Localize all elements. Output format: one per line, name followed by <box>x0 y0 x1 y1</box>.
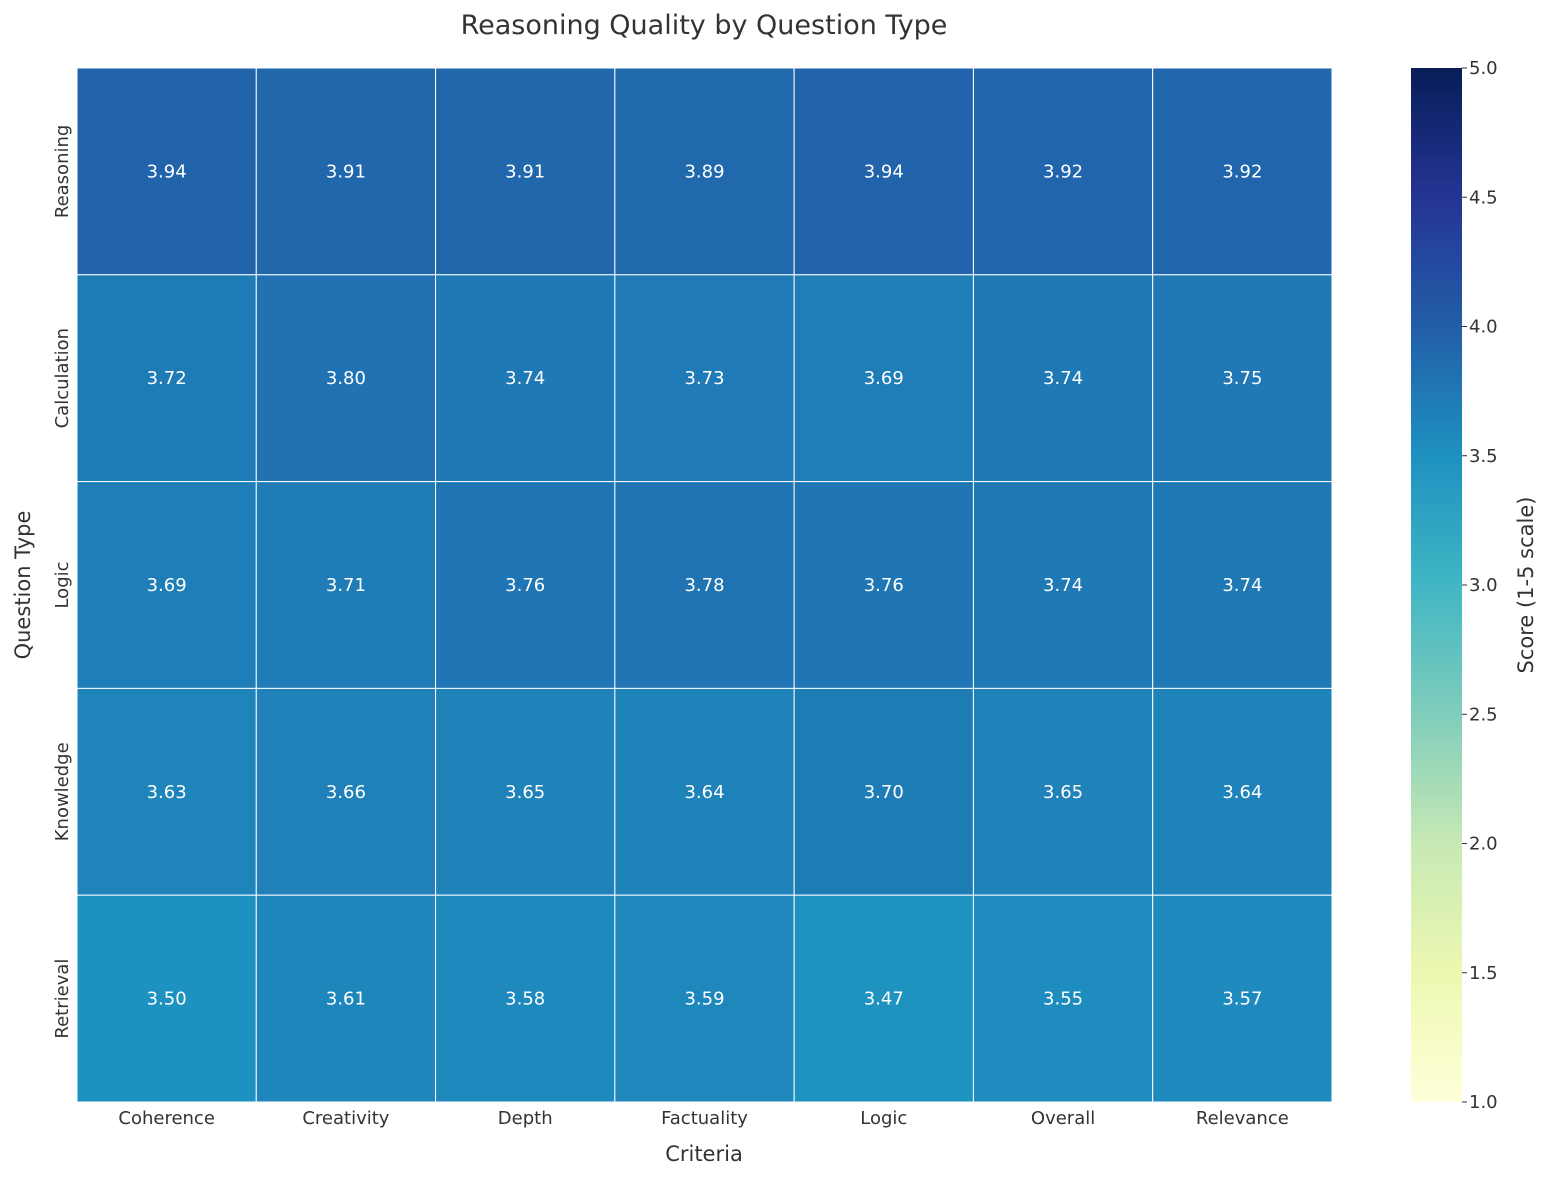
heatmap-cell <box>255 687 437 896</box>
y-tick-label: Retrieval <box>52 959 73 1039</box>
heatmap-cell <box>972 67 1154 276</box>
y-tick-label: Logic <box>52 561 73 608</box>
cell-value-label: 3.57 <box>1222 989 1262 1010</box>
colorbar-tick-label: 2.5 <box>1469 704 1498 725</box>
heatmap-cell <box>255 481 437 689</box>
colorbar-tick-label: 3.5 <box>1469 446 1498 467</box>
colorbar-tick-label: 3.0 <box>1469 575 1498 596</box>
heatmap-cell <box>1152 481 1333 689</box>
cell-value-label: 3.73 <box>684 368 724 389</box>
cell-value-label: 3.78 <box>684 575 724 596</box>
heatmap-cell <box>614 481 795 689</box>
colorbar-tick-label: 5.0 <box>1469 58 1498 79</box>
cell-value-label: 3.89 <box>684 161 724 182</box>
colorbar <box>1411 68 1462 1102</box>
cell-value-label: 3.74 <box>505 368 545 389</box>
x-tick-label: Logic <box>860 1108 907 1129</box>
x-tick-label: Relevance <box>1196 1108 1289 1129</box>
cell-value-label: 3.47 <box>864 989 904 1010</box>
cell-value-label: 3.92 <box>1222 161 1262 182</box>
heatmap-cell <box>793 67 974 276</box>
colorbar-tick-label: 1.5 <box>1469 963 1498 984</box>
heatmap-cell <box>1152 687 1333 896</box>
cell-value-label: 3.59 <box>684 989 724 1010</box>
x-axis-title: Criteria <box>665 1142 743 1166</box>
x-tick-label: Depth <box>498 1108 553 1129</box>
chart-title: Reasoning Quality by Question Type <box>461 10 948 41</box>
cell-value-label: 3.75 <box>1222 368 1262 389</box>
cell-value-label: 3.70 <box>864 782 904 803</box>
y-axis-ticks: Reasoning Calculation Logic Knowledge Retrie… <box>52 125 73 1039</box>
heatmap-cell <box>76 687 257 896</box>
cell-value-label: 3.69 <box>864 368 904 389</box>
colorbar-tick-label: 4.0 <box>1469 317 1498 338</box>
heatmap-cell <box>435 67 616 276</box>
heatmap-cell <box>1152 274 1333 483</box>
y-tick-label: Knowledge <box>52 742 73 841</box>
cell-value-label: 3.94 <box>147 161 187 182</box>
heatmap-cells: 3.94 3.91 3.91 3.89 3.94 3.92 3.92 3.72 3.80 3.74… <box>76 67 1333 1103</box>
cell-value-label: 3.72 <box>147 368 187 389</box>
cell-value-label: 3.66 <box>326 782 366 803</box>
heatmap-cell <box>435 894 616 1103</box>
cell-value-label: 3.58 <box>505 989 545 1010</box>
cell-value-label: 3.64 <box>1222 782 1262 803</box>
cell-value-label: 3.61 <box>326 989 366 1010</box>
colorbar-tick-label: 4.5 <box>1469 187 1498 208</box>
x-axis-ticks: Coherence Creativity Depth Factuality Logic O… <box>118 1108 1288 1129</box>
cell-value-label: 3.71 <box>326 575 366 596</box>
cell-value-label: 3.74 <box>1222 575 1262 596</box>
heatmap-cell <box>972 687 1154 896</box>
y-tick-label: Reasoning <box>52 125 73 218</box>
cell-value-label: 3.76 <box>864 575 904 596</box>
colorbar-tick-label: 1.0 <box>1469 1092 1498 1113</box>
cell-value-label: 3.80 <box>326 368 366 389</box>
colorbar-tick-label: 2.0 <box>1469 834 1498 855</box>
cell-value-label: 3.91 <box>505 161 545 182</box>
x-tick-label: Creativity <box>302 1108 389 1129</box>
cell-value-label: 3.91 <box>326 161 366 182</box>
heatmap-cell <box>76 274 257 483</box>
cell-value-label: 3.92 <box>1043 161 1083 182</box>
heatmap-cell <box>972 894 1154 1103</box>
heatmap-cell <box>793 274 974 483</box>
heatmap-cell <box>972 274 1154 483</box>
cell-value-label: 3.65 <box>505 782 545 803</box>
heatmap-cell <box>255 67 437 276</box>
cell-value-label: 3.76 <box>505 575 545 596</box>
x-tick-label: Coherence <box>118 1108 215 1129</box>
heatmap-cell <box>435 481 616 689</box>
cell-value-label: 3.50 <box>147 989 187 1010</box>
y-axis-title: Question Type <box>11 511 35 660</box>
heatmap-cell <box>1152 894 1333 1103</box>
heatmap-cell <box>793 481 974 689</box>
heatmap-cell <box>76 67 257 276</box>
cell-value-label: 3.74 <box>1043 368 1083 389</box>
heatmap-cell <box>76 894 257 1103</box>
cell-value-label: 3.63 <box>147 782 187 803</box>
heatmap-cell <box>76 481 257 689</box>
x-tick-label: Overall <box>1031 1108 1095 1129</box>
heatmap-cell <box>435 274 616 483</box>
x-tick-label: Factuality <box>661 1108 748 1129</box>
heatmap-cell <box>1152 67 1333 276</box>
cell-value-label: 3.55 <box>1043 989 1083 1010</box>
heatmap-cell <box>793 687 974 896</box>
cell-value-label: 3.69 <box>147 575 187 596</box>
heatmap-cell <box>614 687 795 896</box>
cell-value-label: 3.64 <box>684 782 724 803</box>
cell-value-label: 3.74 <box>1043 575 1083 596</box>
colorbar-ticks: 1.0 1.5 2.0 2.5 3.0 3.5 4.0 4.5 5.0 <box>1462 58 1498 1113</box>
colorbar-label: Score (1-5 scale) <box>1514 497 1538 674</box>
heatmap-cell <box>972 481 1154 689</box>
cell-value-label: 3.65 <box>1043 782 1083 803</box>
y-tick-label: Calculation <box>52 328 73 428</box>
heatmap-cell <box>614 67 795 276</box>
cell-value-label: 3.94 <box>864 161 904 182</box>
